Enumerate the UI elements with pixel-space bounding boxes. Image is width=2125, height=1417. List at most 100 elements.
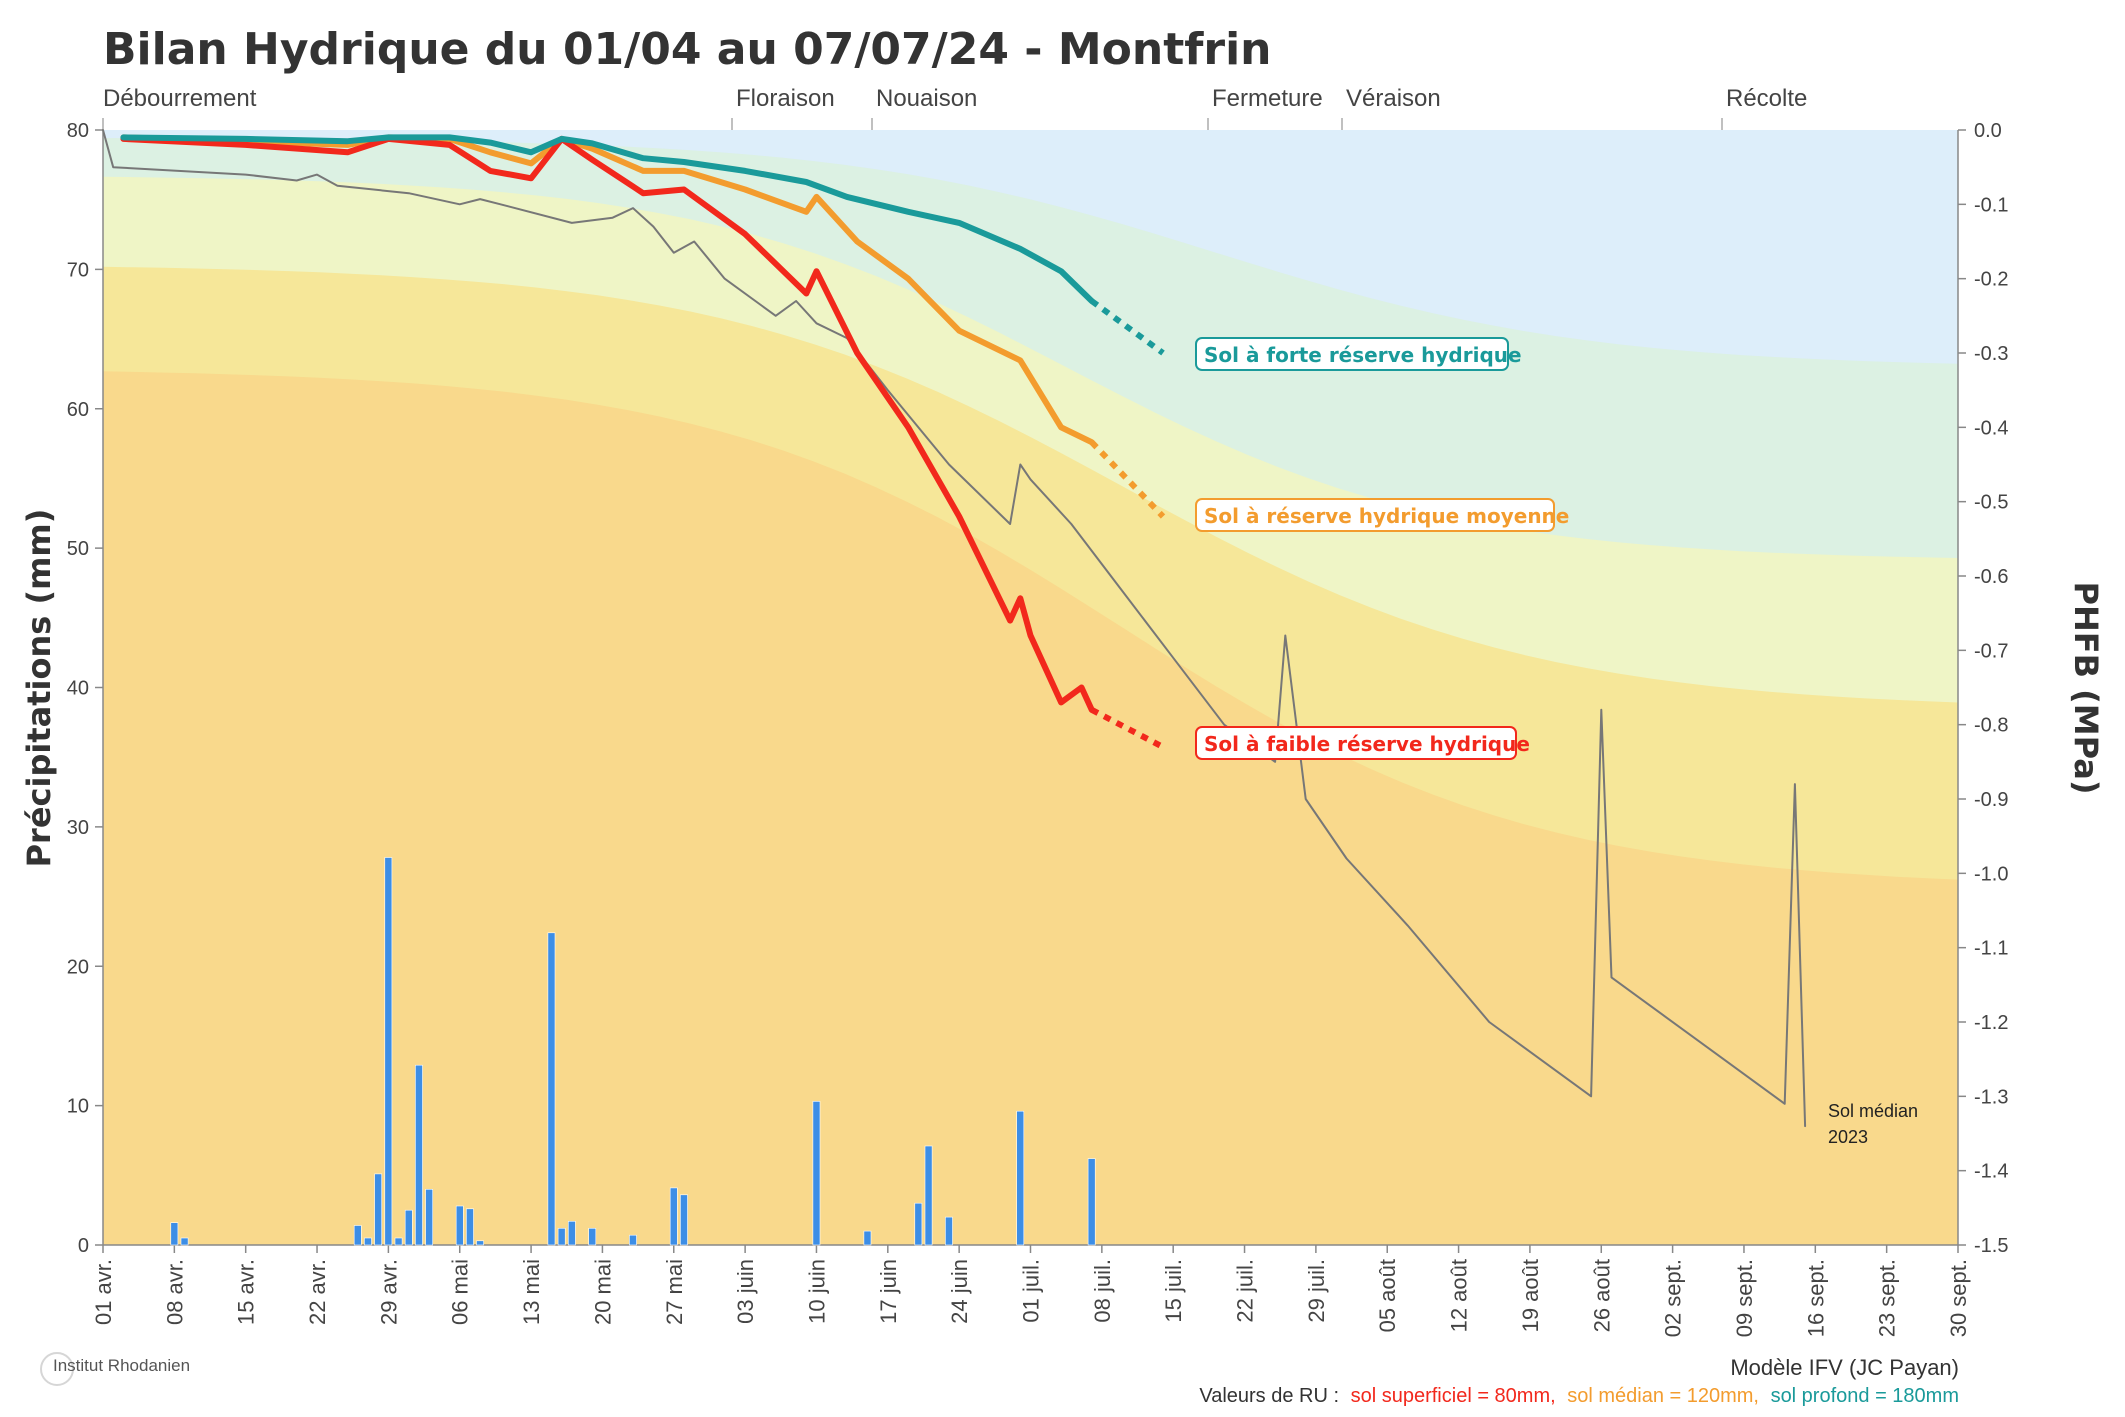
stage-label: Floraison xyxy=(736,85,835,112)
rain-bar xyxy=(557,1228,566,1246)
rain-bar xyxy=(924,1145,933,1246)
logo-text: Institut Rhodanien xyxy=(53,1356,191,1375)
left-tick-label: 0 xyxy=(78,1235,89,1257)
water-potential-lines xyxy=(102,129,1807,1128)
x-tick-label: 27 mai xyxy=(662,1259,687,1325)
x-tick-label: 12 août xyxy=(1447,1259,1472,1332)
x-tick-label: 22 avr. xyxy=(305,1259,330,1325)
model-credit: Modèle IFV (JC Payan) xyxy=(1730,1355,1959,1380)
x-tick-label: 15 juil. xyxy=(1161,1259,1186,1323)
rain-bar xyxy=(547,932,556,1246)
left-tick-label: 30 xyxy=(67,817,89,839)
deep-soil-line-forecast xyxy=(1089,298,1165,356)
x-tick-label: 17 juin xyxy=(876,1259,901,1324)
x-tick-label: 30 sept. xyxy=(1946,1259,1971,1337)
rain-bar xyxy=(170,1222,179,1246)
x-tick-label: 02 sept. xyxy=(1661,1259,1686,1337)
right-tick-label: -0.2 xyxy=(1974,269,2008,291)
left-tick-label: 20 xyxy=(67,956,89,978)
left-y-axis: 0 10 20 30 40 50 60 70 80 xyxy=(67,120,104,1257)
rain-bar xyxy=(415,1064,423,1246)
x-tick-label: 24 juin xyxy=(947,1259,972,1324)
plot-background xyxy=(103,130,1958,1245)
label-median-2023-line1: Sol médian xyxy=(1828,1101,1918,1121)
x-tick-label: 08 avr. xyxy=(162,1259,187,1325)
label-deep: Sol à forte réserve hydrique xyxy=(1204,343,1522,367)
x-tick-label: 19 août xyxy=(1518,1259,1543,1332)
left-axis-title: Précipitations (mm) xyxy=(20,509,58,868)
right-tick-label: -0.8 xyxy=(1974,715,2008,737)
x-tick-label: 13 mai xyxy=(519,1259,544,1325)
x-tick-label: 05 août xyxy=(1375,1259,1400,1332)
stage-label: Débourrement xyxy=(103,85,257,112)
deep-soil-line xyxy=(120,134,1095,304)
x-tick-label: 08 juil. xyxy=(1090,1259,1115,1323)
right-axis-title: PHFB (MPa) xyxy=(2067,582,2105,795)
right-tick-label: -1.0 xyxy=(1974,863,2008,885)
label-medium: Sol à réserve hydrique moyenne xyxy=(1204,504,1569,528)
ru-values: Valeurs de RU : sol superficiel = 80mm, … xyxy=(1193,1385,1959,1408)
stage-label: Récolte xyxy=(1726,85,1807,112)
x-tick-label: 26 août xyxy=(1589,1259,1614,1332)
label-box-medium xyxy=(1195,498,1555,532)
left-tick-label: 50 xyxy=(67,538,89,560)
x-tick-label: 15 avr. xyxy=(234,1259,259,1325)
ru-deep: sol profond = 180mm xyxy=(1770,1385,1959,1407)
phenology-stages: Débourrement Floraison Nouaison Fermeture Vé… xyxy=(102,85,1807,130)
right-tick-label: -1.1 xyxy=(1974,938,2008,960)
rain-bar xyxy=(669,1187,678,1246)
x-axis: 01 avr. 08 avr. 15 avr. 22 avr. 29 avr. 06 ma… xyxy=(91,1244,1971,1337)
left-tick-label: 70 xyxy=(67,259,89,281)
rain-bar xyxy=(466,1208,474,1246)
rain-bar xyxy=(455,1205,464,1246)
x-tick-label: 29 avr. xyxy=(376,1259,401,1325)
stage-label: Fermeture xyxy=(1212,85,1323,112)
rain-bar xyxy=(588,1228,597,1246)
x-tick-label: 01 avr. xyxy=(91,1259,116,1325)
x-tick-label: 06 mai xyxy=(448,1259,473,1325)
left-tick-label: 40 xyxy=(67,678,89,700)
label-median-2023-line2: 2023 xyxy=(1828,1127,1868,1147)
x-tick-label: 01 juil. xyxy=(1019,1259,1044,1323)
rain-bar xyxy=(180,1237,189,1246)
rain-bar xyxy=(945,1216,953,1246)
rain-bar xyxy=(353,1225,362,1246)
ru-shallow: sol superficiel = 80mm, xyxy=(1350,1385,1556,1407)
right-tick-label: -1.5 xyxy=(1974,1235,2008,1257)
x-tick-label: 29 juil. xyxy=(1304,1259,1329,1323)
rain-bar xyxy=(1087,1158,1096,1246)
right-tick-label: -0.1 xyxy=(1974,194,2008,216)
rain-bar xyxy=(374,1173,383,1246)
x-tick-label: 22 juil. xyxy=(1233,1259,1258,1323)
rain-bar xyxy=(629,1234,637,1246)
stage-label: Véraison xyxy=(1346,85,1441,112)
rain-bar xyxy=(476,1240,484,1246)
left-tick-label: 80 xyxy=(67,120,89,142)
rain-bar xyxy=(404,1209,413,1246)
right-tick-label: -0.5 xyxy=(1974,492,2008,514)
institut-rhodanien-logo: Institut Rhodanien xyxy=(28,1350,238,1390)
ru-medium: sol médian = 120mm, xyxy=(1567,1385,1759,1407)
right-tick-label: -0.6 xyxy=(1974,566,2008,588)
right-tick-label: -1.4 xyxy=(1974,1161,2008,1183)
x-tick-label: 23 sept. xyxy=(1875,1259,1900,1337)
x-tick-label: 03 juin xyxy=(733,1259,758,1324)
rain-bar xyxy=(394,1237,403,1246)
rain-bar xyxy=(425,1189,434,1246)
rain-bars xyxy=(170,857,1096,1246)
label-box-shallow xyxy=(1195,726,1517,760)
stage-label: Nouaison xyxy=(876,85,977,112)
median-2023-line xyxy=(102,129,1807,1128)
rain-bar xyxy=(384,857,393,1246)
x-tick-label: 20 mai xyxy=(590,1259,615,1325)
right-y-axis: 0.0 -0.1 -0.2 -0.3 -0.4 -0.5 -0.6 -0.7 -0.8 -0.9 -… xyxy=(1957,120,2008,1257)
label-box-deep xyxy=(1195,337,1509,371)
label-shallow: Sol à faible réserve hydrique xyxy=(1204,732,1530,756)
rain-bar xyxy=(567,1221,576,1246)
logo-mark-icon xyxy=(40,1352,74,1386)
ru-prefix: Valeurs de RU : xyxy=(1199,1385,1340,1407)
left-tick-label: 10 xyxy=(67,1096,89,1118)
rain-bar xyxy=(863,1230,872,1246)
x-tick-label: 16 sept. xyxy=(1803,1259,1828,1337)
